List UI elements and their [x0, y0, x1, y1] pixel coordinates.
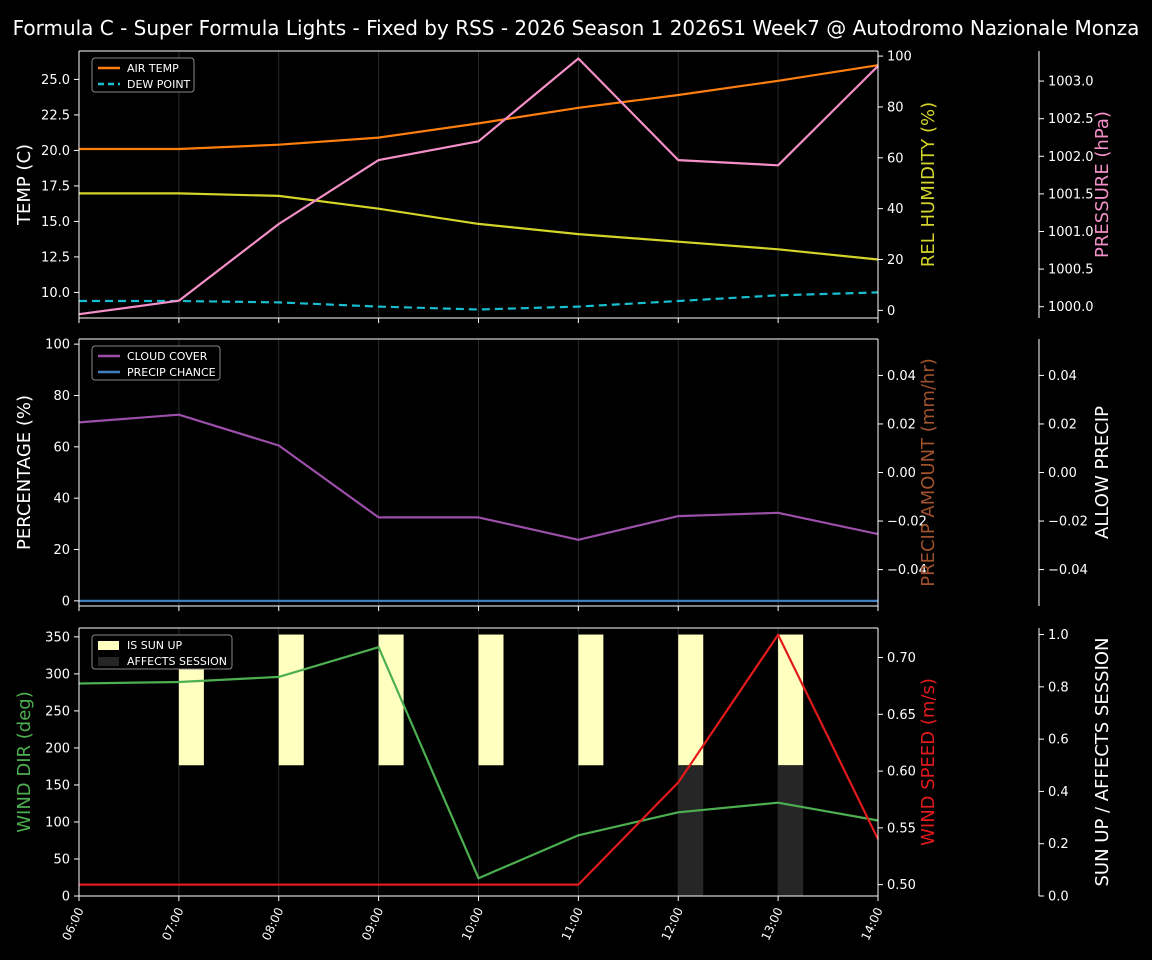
legend-box: [91, 57, 195, 93]
y-tick-label: 0.70: [887, 651, 916, 666]
y-tick-label: 60: [887, 151, 904, 166]
y-tick-label: 200: [45, 741, 70, 756]
legend: AIR TEMP DEW POINT: [91, 57, 195, 93]
precipitation-panel: 0 20 40 60 80 100 PERCENTAGE (%) −0.04 −0.02 0.00…: [14, 338, 1113, 611]
y-tick-label: 20.0: [41, 144, 70, 159]
legend: CLOUD COVER PRECIP CHANCE: [91, 345, 221, 381]
y-tick-label: 0.55: [887, 821, 916, 836]
y-tick-label: 50: [53, 852, 70, 867]
y-tick-label: 0.04: [1048, 369, 1077, 384]
axis-label-left: TEMP (C): [14, 144, 35, 226]
y-tick-label: 0.4: [1048, 785, 1069, 800]
legend-box: [91, 634, 233, 670]
axis-label-right2: SUN UP / AFFECTS SESSION: [1092, 637, 1113, 886]
legend-swatch: [98, 657, 119, 666]
y-tick-label: 350: [45, 630, 70, 645]
sun-up-bar: [578, 634, 604, 766]
axis-label-right2: PRESSURE (hPa): [1092, 111, 1113, 258]
temperature-panel: 10.0 12.5 15.0 17.5 20.0 22.5 25.0 TEMP (C) 0 20 4…: [14, 50, 1113, 323]
y-tick-label: 0: [887, 304, 895, 319]
y-tick-label: 0.04: [887, 369, 916, 384]
y-tick-label: 12.5: [41, 250, 70, 265]
y-tick-label: −0.02: [887, 515, 927, 530]
y-tick-label: 15.0: [41, 215, 70, 230]
y-tick-label: 1001.0: [1048, 225, 1094, 240]
y-tick-label: 1002.5: [1048, 112, 1094, 127]
axis-label-right1: PRECIP AMOUNT (mm/hr): [918, 358, 939, 587]
affects-session-bar: [778, 765, 804, 896]
y-tick-label: 1001.5: [1048, 187, 1094, 202]
y-tick-label: 0.8: [1048, 680, 1069, 695]
wind-dir-line: [78, 646, 879, 880]
y-tick-label: 0.60: [887, 765, 916, 780]
y-tick-label: 0.2: [1048, 837, 1069, 852]
y-tick-label: 1000.5: [1048, 263, 1094, 278]
chart-title: Formula C - Super Formula Lights - Fixed…: [13, 16, 1140, 40]
y-tick-label: 100: [45, 338, 70, 353]
y-tick-label: 80: [887, 100, 904, 115]
legend: IS SUN UP AFFECTS SESSION: [91, 634, 233, 670]
legend-label: DEW POINT: [127, 78, 191, 91]
sun-up-bar: [478, 634, 504, 766]
legend-box: [91, 345, 221, 381]
y-tick-label: 1000.0: [1048, 300, 1094, 315]
axis-label-right2: ALLOW PRECIP: [1092, 406, 1113, 539]
y-tick-label: −0.02: [1048, 515, 1088, 530]
wind-speed-line: [79, 633, 879, 886]
y-tick-label: 0.65: [887, 708, 916, 723]
axis-label-left: WIND DIR (deg): [14, 691, 35, 833]
y-tick-label: −0.04: [1048, 563, 1088, 578]
axis-label-right1: REL HUMIDITY (%): [918, 102, 939, 267]
cloud-cover-line: [78, 413, 879, 541]
y-tick-label: 22.5: [41, 108, 70, 123]
y-tick-label: 100: [45, 815, 70, 830]
legend-label: CLOUD COVER: [127, 350, 208, 363]
y-tick-label: 100: [887, 50, 912, 65]
y-tick-label: 0.50: [887, 878, 916, 893]
pressure-line: [78, 57, 879, 316]
y-tick-label: 250: [45, 704, 70, 719]
axis-label-left: PERCENTAGE (%): [14, 395, 35, 550]
y-tick-label: 0.02: [1048, 417, 1077, 432]
y-tick-label: 150: [45, 778, 70, 793]
y-tick-label: −0.04: [887, 563, 927, 578]
legend-label: IS SUN UP: [127, 639, 183, 652]
y-tick-label: 10.0: [41, 286, 70, 301]
y-tick-label: 1003.0: [1048, 75, 1094, 90]
y-tick-label: 1002.0: [1048, 150, 1094, 165]
wind-panel: 0 50 100 150 200 250 300 350 WIND DIR (deg) 0.50 0…: [14, 627, 1113, 905]
air-temp-line: [79, 64, 879, 151]
legend-label: AFFECTS SESSION: [127, 655, 227, 668]
y-tick-label: 0: [62, 890, 70, 905]
y-tick-label: 17.5: [41, 179, 70, 194]
y-tick-label: 40: [53, 492, 70, 507]
y-tick-label: 300: [45, 667, 70, 682]
y-tick-label: 20: [53, 543, 70, 558]
sun-up-bar: [278, 634, 304, 766]
y-tick-label: 0.00: [1048, 466, 1077, 481]
axis-label-right1: WIND SPEED (m/s): [918, 678, 939, 846]
y-tick-label: 0.6: [1048, 733, 1069, 748]
dew-point-line: [79, 291, 879, 311]
y-tick-label: 0: [62, 594, 70, 609]
legend-label: PRECIP CHANCE: [127, 366, 216, 379]
y-tick-label: 0.02: [887, 417, 916, 432]
y-tick-label: 0.0: [1048, 890, 1069, 905]
sun-up-bar: [678, 634, 704, 766]
y-tick-label: 60: [53, 440, 70, 455]
y-tick-label: 0.00: [887, 466, 916, 481]
y-tick-label: 25.0: [41, 73, 70, 88]
y-tick-label: 80: [53, 389, 70, 404]
sun-up-bar: [778, 634, 804, 766]
y-tick-label: 1.0: [1048, 628, 1069, 643]
y-tick-label: 20: [887, 253, 904, 268]
affects-session-bar: [678, 765, 704, 896]
rel-humidity-line: [79, 192, 879, 261]
legend-label: AIR TEMP: [127, 62, 179, 75]
y-tick-label: 40: [887, 202, 904, 217]
legend-swatch: [98, 641, 119, 650]
